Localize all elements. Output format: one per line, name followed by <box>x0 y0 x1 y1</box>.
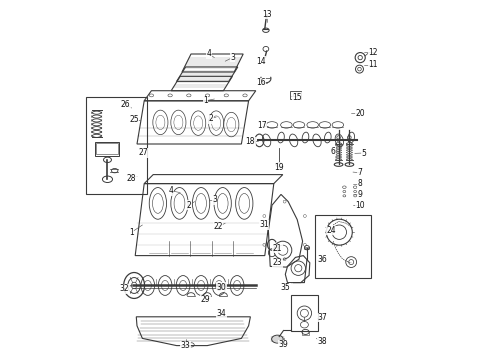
Text: 28: 28 <box>127 174 136 183</box>
Bar <box>96 143 118 154</box>
Text: 3: 3 <box>212 195 217 204</box>
Text: 21: 21 <box>272 244 282 253</box>
Text: 20: 20 <box>355 109 365 118</box>
Text: 4: 4 <box>207 49 212 58</box>
Text: 24: 24 <box>327 226 336 235</box>
Text: 27: 27 <box>139 148 148 157</box>
Text: 5: 5 <box>361 149 366 158</box>
Text: 15: 15 <box>293 93 302 102</box>
Text: 18: 18 <box>245 137 255 146</box>
Text: 23: 23 <box>272 258 282 267</box>
Text: 37: 37 <box>318 313 327 322</box>
Text: 26: 26 <box>121 100 130 109</box>
Text: 7: 7 <box>358 168 363 177</box>
Text: 35: 35 <box>280 284 290 292</box>
Text: 12: 12 <box>368 48 378 57</box>
Text: 2: 2 <box>208 114 213 123</box>
Text: 36: 36 <box>318 256 327 264</box>
Text: 39: 39 <box>278 341 288 349</box>
Text: 11: 11 <box>368 60 378 69</box>
Text: 17: 17 <box>257 122 267 130</box>
Text: 33: 33 <box>181 341 191 350</box>
Bar <box>290 91 301 99</box>
Text: 6: 6 <box>331 147 336 156</box>
Text: 13: 13 <box>262 10 271 19</box>
Text: 8: 8 <box>358 179 363 188</box>
Text: 30: 30 <box>217 283 226 292</box>
Bar <box>95 142 119 156</box>
Text: 22: 22 <box>213 222 223 231</box>
Text: 2: 2 <box>187 201 192 210</box>
Text: 38: 38 <box>318 338 327 346</box>
Text: 34: 34 <box>217 309 226 318</box>
Text: 9: 9 <box>358 190 363 199</box>
Text: 29: 29 <box>200 295 210 304</box>
Text: 1: 1 <box>203 96 208 105</box>
Text: 25: 25 <box>129 115 139 124</box>
Bar <box>291 295 318 331</box>
Text: 16: 16 <box>256 78 266 87</box>
Bar <box>315 215 371 278</box>
Text: 10: 10 <box>355 201 365 210</box>
Text: 31: 31 <box>259 220 269 229</box>
Text: 4: 4 <box>169 186 173 195</box>
Text: 32: 32 <box>120 284 129 293</box>
Text: 3: 3 <box>230 53 235 62</box>
Text: 1: 1 <box>129 228 134 237</box>
Bar <box>302 331 309 335</box>
Text: 14: 14 <box>256 57 266 66</box>
Text: 19: 19 <box>274 163 284 171</box>
Bar <box>86 97 147 194</box>
